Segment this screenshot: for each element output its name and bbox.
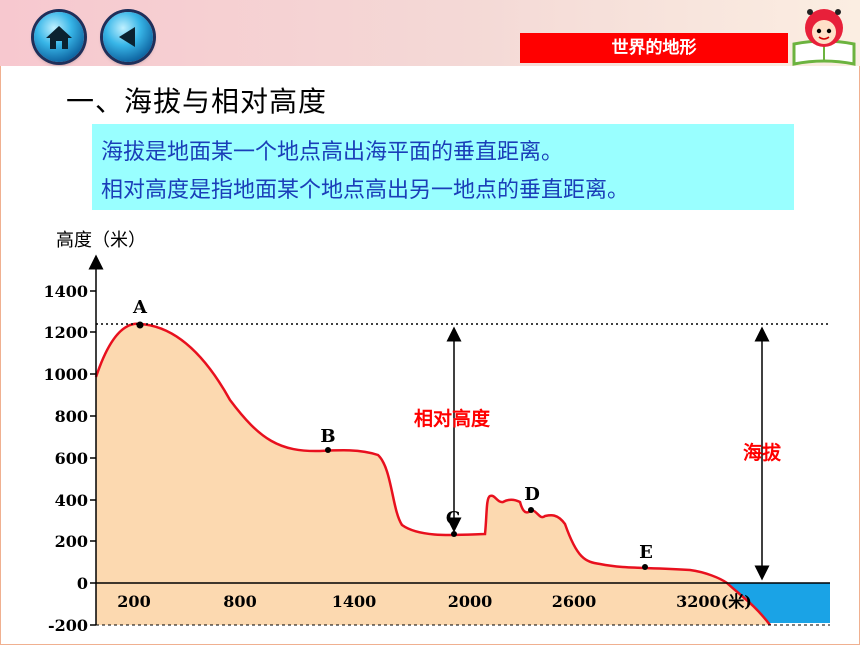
elevation-profile-diagram: 高度（米） 1400 1200 1000 800 600 400 200 0 -… — [43, 230, 830, 635]
y-tick-label: -200 — [48, 616, 88, 635]
home-button[interactable] — [34, 12, 84, 62]
point-d-marker — [528, 507, 534, 513]
altitude-definition: 海拔是地面某一个地点高出海平面的垂直距离。 — [101, 140, 564, 165]
point-a-marker — [136, 321, 144, 329]
definition-box: 海拔是地面某一个地点高出海平面的垂直距离。 相对高度是指地面某个地点高出另一地点… — [92, 124, 794, 210]
y-tick-label: 1400 — [43, 282, 88, 301]
point-markers — [136, 321, 648, 570]
section-title-badge: 世界的地形 — [520, 33, 788, 63]
y-tick-label: 400 — [55, 491, 88, 510]
section-heading: 一、海拔与相对高度 — [66, 85, 328, 118]
point-b-marker — [325, 447, 331, 453]
x-tick-label: 2000 — [448, 592, 493, 611]
mascot-reading-book-icon — [792, 9, 856, 66]
back-arrow-icon — [119, 27, 135, 47]
terrain-fill — [96, 323, 770, 625]
x-tick-label: 3200(米) — [676, 592, 752, 611]
x-tick-label: 2600 — [552, 592, 597, 611]
point-e-label: E — [639, 542, 653, 563]
y-tick-label: 0 — [77, 574, 88, 593]
point-c-label: C — [446, 508, 460, 529]
point-c-marker — [451, 531, 457, 537]
y-tick-label: 200 — [55, 532, 88, 551]
y-tick-label: 1000 — [43, 365, 88, 384]
y-tick-label: 1200 — [43, 323, 88, 342]
relative-height-definition: 相对高度是指地面某个地点高出另一地点的垂直距离。 — [101, 178, 630, 203]
point-d-label: D — [524, 484, 540, 505]
x-tick-label: 1400 — [332, 592, 377, 611]
y-axis-label: 高度（米） — [56, 230, 146, 251]
home-icon — [46, 26, 72, 49]
y-tick-marks — [90, 290, 96, 626]
back-button[interactable] — [103, 12, 153, 62]
terrain-profile-line — [94, 322, 771, 626]
point-b-label: B — [320, 426, 335, 447]
altitude-label: 海拔 — [743, 441, 782, 464]
point-e-marker — [642, 564, 648, 570]
y-tick-label: 600 — [55, 449, 88, 468]
relative-height-label: 相对高度 — [414, 407, 491, 430]
x-tick-label: 200 — [117, 592, 150, 611]
y-tick-label: 800 — [55, 407, 88, 426]
x-tick-label: 800 — [223, 592, 256, 611]
point-a-label: A — [132, 297, 148, 318]
